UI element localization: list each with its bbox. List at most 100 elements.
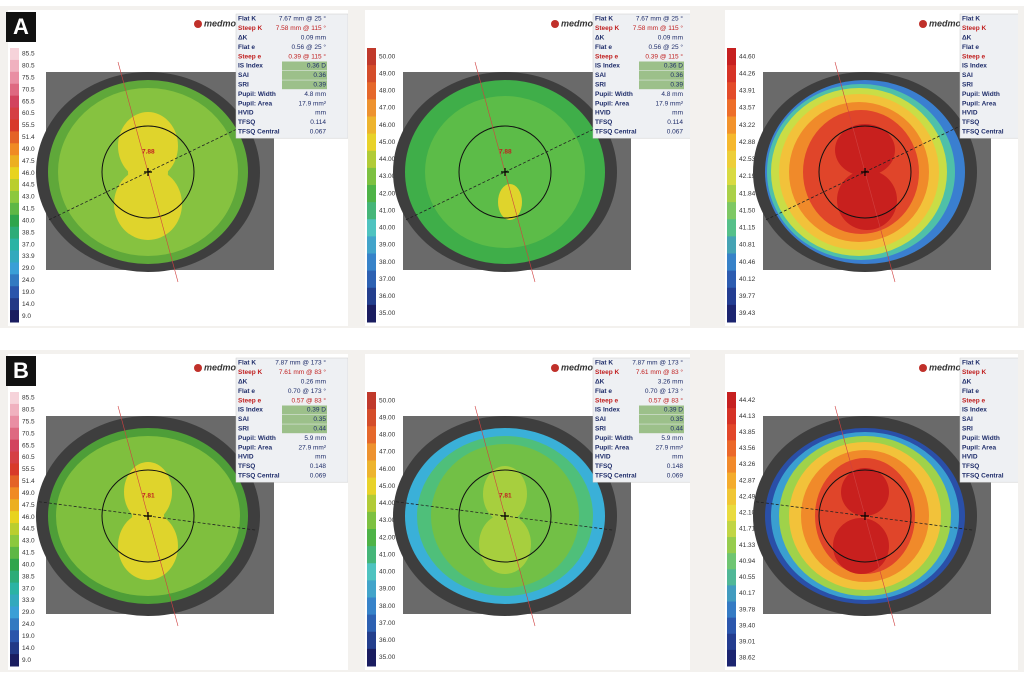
scale-label: 29.0 xyxy=(22,609,35,616)
scale-label: 44.60 xyxy=(739,53,756,60)
scale-label: 43.22 xyxy=(739,122,756,129)
scale-swatch xyxy=(367,546,376,564)
topography-panel: 85.5 80.5 75.5 70.5 65.5 60.5 55.5 51.4 49.0 47.5… xyxy=(8,10,348,326)
scale-swatch xyxy=(727,649,736,667)
center-value: 7.81 xyxy=(142,493,155,500)
scale-swatch xyxy=(727,520,736,538)
scale-label: 24.0 xyxy=(22,621,35,628)
pupil-ring xyxy=(458,125,552,219)
info-value: 7.58 mm @ 115 ° xyxy=(633,24,684,32)
info-value: 7.87 mm @ 173 ° xyxy=(275,359,326,367)
scale-label: 19.0 xyxy=(22,289,35,296)
scale-swatch xyxy=(727,236,736,254)
logo-icon xyxy=(551,20,559,28)
scale-label: 39.01 xyxy=(739,639,756,646)
scale-swatch xyxy=(727,219,736,237)
scale-swatch xyxy=(367,409,376,427)
scale-swatch xyxy=(10,523,19,536)
info-value: 0.39 D xyxy=(664,407,683,414)
scale-label: 38.00 xyxy=(379,603,396,610)
info-value: 27.9 mm² xyxy=(656,444,684,451)
scale-swatch xyxy=(367,511,376,530)
scale-swatch xyxy=(10,155,19,168)
logo: medmont xyxy=(204,362,246,372)
info-label: Flat K xyxy=(595,16,613,23)
scale-label: 51.4 xyxy=(22,478,35,485)
map-contour xyxy=(498,184,522,220)
info-label: Flat K xyxy=(962,16,980,23)
info-value: 7.58 mm @ 115 ° xyxy=(276,24,327,32)
scale-label: 29.0 xyxy=(22,265,35,272)
scale-swatch xyxy=(10,487,19,500)
topography-map: 50.00 49.00 48.00 47.00 46.00 45.00 44.00 43.00… xyxy=(367,357,690,667)
scale-label: 47.00 xyxy=(379,105,396,112)
scale-swatch xyxy=(367,65,376,83)
scale-swatch xyxy=(10,582,19,596)
center-cross xyxy=(861,512,869,520)
scale-label: 45.00 xyxy=(379,483,396,490)
scale-swatch xyxy=(367,236,376,254)
info-value: 5.9 mm xyxy=(304,435,326,442)
scale-swatch xyxy=(727,65,736,83)
info-highlight xyxy=(639,61,684,71)
scale-swatch xyxy=(10,511,19,524)
scale-swatch xyxy=(727,585,736,603)
map-contour xyxy=(835,124,895,176)
scale-swatch xyxy=(10,427,19,441)
topography-panel: 44.42 44.13 43.85 43.56 43.26 42.87 42.49 42.10… xyxy=(725,354,1018,670)
scale-swatch xyxy=(10,475,19,488)
scale-swatch xyxy=(10,131,19,144)
info-value: mm xyxy=(315,454,326,461)
info-value: 0.39 xyxy=(670,82,683,89)
center-cross xyxy=(144,512,152,520)
scale-label: 44.42 xyxy=(739,397,756,404)
info-value: 0.44 xyxy=(313,426,326,433)
center-cross xyxy=(144,168,152,176)
scale-swatch xyxy=(10,190,19,204)
scale-label: 38.5 xyxy=(22,573,35,580)
scale-swatch xyxy=(727,116,736,135)
scale-swatch xyxy=(10,618,19,631)
scale-label: 43.85 xyxy=(739,429,756,436)
info-label: SRI xyxy=(238,426,249,433)
scale-swatch xyxy=(10,546,19,560)
info-value: 17.9 mm² xyxy=(656,100,684,107)
figure-row: A 85.5 80.5 75.5 70.5 65.5 60.5 55.5 51.4 49.0 47.… xyxy=(0,6,1024,328)
info-label: TFSQ Central xyxy=(595,129,637,136)
scale-label: 41.5 xyxy=(22,206,35,213)
scale-swatch xyxy=(10,451,19,464)
info-highlight xyxy=(282,424,327,434)
info-value: 0.069 xyxy=(667,473,684,480)
scale-label: 37.00 xyxy=(379,276,396,283)
scale-swatch xyxy=(367,270,376,289)
scale-swatch xyxy=(727,617,736,635)
topography-map: 50.00 49.00 48.00 47.00 46.00 45.00 44.00 43.00… xyxy=(367,13,690,323)
scale-label: 85.5 xyxy=(22,51,35,58)
logo-icon xyxy=(919,20,927,28)
scale-label: 41.84 xyxy=(739,190,756,197)
scale-swatch xyxy=(727,488,736,506)
info-label: Steep e xyxy=(238,53,262,60)
scale-label: 42.53 xyxy=(739,156,756,163)
info-label: Flat e xyxy=(238,388,255,395)
scale-label: 47.00 xyxy=(379,449,396,456)
info-highlight xyxy=(282,405,327,415)
info-highlight xyxy=(639,424,684,434)
info-value: 0.26 mm xyxy=(301,379,326,386)
info-label: Steep e xyxy=(962,53,986,60)
info-value: 0.36 D xyxy=(307,63,326,70)
scale-label: 46.0 xyxy=(22,514,35,521)
info-label: Pupil: Area xyxy=(238,444,272,451)
scale-label: 49.00 xyxy=(379,70,396,77)
center-cross xyxy=(861,168,869,176)
scale-swatch xyxy=(727,99,736,117)
scale-swatch xyxy=(10,558,19,572)
scale-swatch xyxy=(727,287,736,306)
scale-swatch xyxy=(367,392,376,410)
scale-label: 39.77 xyxy=(739,293,756,300)
scale-label: 75.5 xyxy=(22,75,35,82)
info-label: Flat e xyxy=(595,388,612,395)
scale-swatch xyxy=(727,392,736,409)
scale-swatch xyxy=(367,426,376,444)
scale-swatch xyxy=(367,287,376,306)
